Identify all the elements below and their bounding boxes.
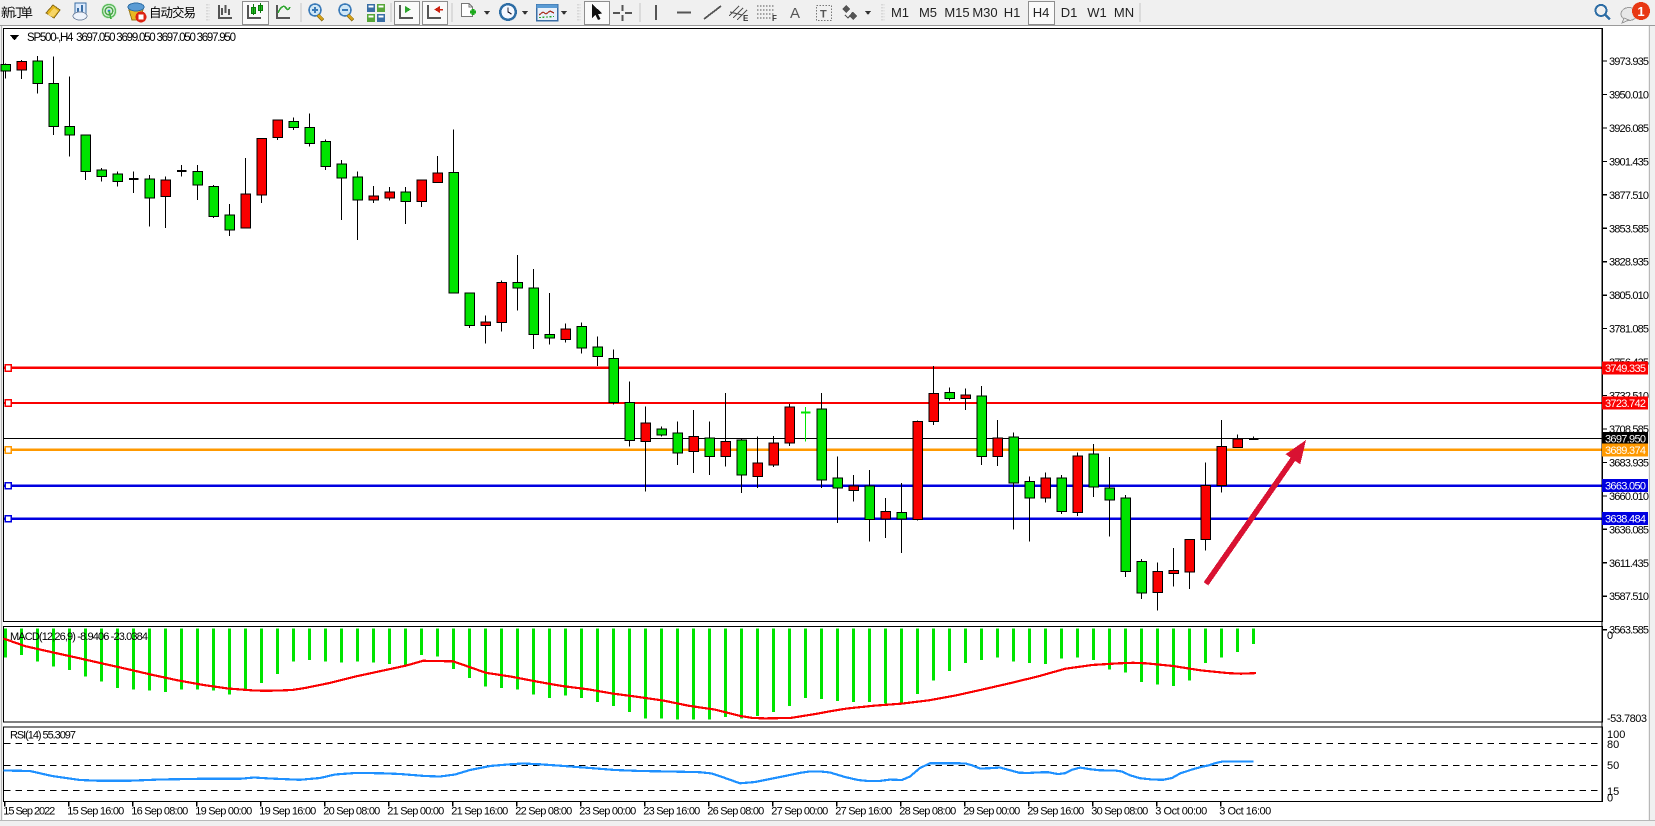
svg-text:80: 80 <box>1607 739 1619 751</box>
svg-text:50: 50 <box>1607 760 1619 772</box>
svg-text:3749.335: 3749.335 <box>1605 363 1646 375</box>
svg-text:22 Sep 08:00: 22 Sep 08:00 <box>515 806 572 818</box>
svg-text:3697.950: 3697.950 <box>1605 434 1646 446</box>
svg-text:M15: M15 <box>944 5 969 20</box>
svg-text:3683.935: 3683.935 <box>1609 457 1649 469</box>
svg-text:3877.510: 3877.510 <box>1609 190 1649 202</box>
svg-text:MN: MN <box>1114 5 1134 20</box>
svg-text:-53.7803: -53.7803 <box>1607 713 1647 725</box>
svg-text:3689.374: 3689.374 <box>1605 445 1646 457</box>
svg-text:3563.585: 3563.585 <box>1609 625 1649 637</box>
svg-text:100: 100 <box>1607 729 1625 741</box>
svg-text:23 Sep 16:00: 23 Sep 16:00 <box>643 806 700 818</box>
svg-text:23 Sep 00:00: 23 Sep 00:00 <box>579 806 636 818</box>
svg-text:自动交易: 自动交易 <box>149 5 196 20</box>
svg-text:3828.935: 3828.935 <box>1609 257 1649 269</box>
svg-text:3781.085: 3781.085 <box>1609 324 1649 336</box>
svg-text:3723.742: 3723.742 <box>1605 398 1646 410</box>
svg-text:3853.585: 3853.585 <box>1609 223 1649 235</box>
svg-text:3 Oct 00:00: 3 Oct 00:00 <box>1155 806 1207 818</box>
svg-text:28 Sep 08:00: 28 Sep 08:00 <box>899 806 956 818</box>
svg-text:29 Sep 00:00: 29 Sep 00:00 <box>963 806 1020 818</box>
svg-text:M30: M30 <box>972 5 997 20</box>
svg-text:新订单: 新订单 <box>1 5 33 20</box>
svg-text:21 Sep 16:00: 21 Sep 16:00 <box>451 806 508 818</box>
svg-text:19 Sep 16:00: 19 Sep 16:00 <box>259 806 316 818</box>
svg-text:16 Sep 08:00: 16 Sep 08:00 <box>131 806 188 818</box>
svg-text:F: F <box>772 14 777 23</box>
svg-text:3638.484: 3638.484 <box>1605 514 1646 526</box>
svg-text:3660.010: 3660.010 <box>1609 491 1649 503</box>
svg-text:SP500-,H4 3697.050 3699.050 3: SP500-,H4 3697.050 3699.050 3697.050 369… <box>27 32 236 44</box>
svg-text:MACD(12,26,9) -8.9406 -23.0384: MACD(12,26,9) -8.9406 -23.0384 <box>10 631 148 643</box>
svg-text:0: 0 <box>1607 630 1613 642</box>
svg-text:M5: M5 <box>919 5 937 20</box>
svg-text:30 Sep 08:00: 30 Sep 08:00 <box>1091 806 1148 818</box>
svg-text:3950.010: 3950.010 <box>1609 90 1649 102</box>
svg-text:A: A <box>790 5 800 22</box>
svg-text:29 Sep 16:00: 29 Sep 16:00 <box>1027 806 1084 818</box>
svg-text:M1: M1 <box>891 5 909 20</box>
svg-text:1: 1 <box>1637 4 1644 19</box>
svg-text:15 Sep 2022: 15 Sep 2022 <box>3 806 55 818</box>
svg-text:3663.050: 3663.050 <box>1605 481 1646 493</box>
svg-text:19 Sep 00:00: 19 Sep 00:00 <box>195 806 252 818</box>
svg-text:3926.085: 3926.085 <box>1609 123 1649 135</box>
svg-text:T: T <box>820 9 827 21</box>
svg-text:3611.435: 3611.435 <box>1609 558 1649 570</box>
svg-text:15: 15 <box>1607 786 1619 798</box>
svg-text:21 Sep 00:00: 21 Sep 00:00 <box>387 806 444 818</box>
svg-text:27 Sep 16:00: 27 Sep 16:00 <box>835 806 892 818</box>
svg-text:3805.010: 3805.010 <box>1609 290 1649 302</box>
svg-text:0: 0 <box>1607 793 1613 805</box>
svg-text:D1: D1 <box>1061 5 1078 20</box>
svg-text:3973.935: 3973.935 <box>1609 56 1649 68</box>
svg-text:E: E <box>743 14 749 23</box>
svg-text:H4: H4 <box>1033 5 1050 20</box>
svg-text:26 Sep 08:00: 26 Sep 08:00 <box>707 806 764 818</box>
svg-text:15 Sep 16:00: 15 Sep 16:00 <box>67 806 124 818</box>
svg-text:20 Sep 08:00: 20 Sep 08:00 <box>323 806 380 818</box>
svg-text:RSI(14) 55.3097: RSI(14) 55.3097 <box>10 730 76 742</box>
svg-text:27 Sep 00:00: 27 Sep 00:00 <box>771 806 828 818</box>
svg-text:W1: W1 <box>1087 5 1107 20</box>
svg-text:3 Oct 16:00: 3 Oct 16:00 <box>1219 806 1271 818</box>
svg-text:3636.085: 3636.085 <box>1609 524 1649 536</box>
svg-text:3901.435: 3901.435 <box>1609 156 1649 168</box>
svg-text:H1: H1 <box>1004 5 1021 20</box>
svg-text:3587.510: 3587.510 <box>1609 591 1649 603</box>
